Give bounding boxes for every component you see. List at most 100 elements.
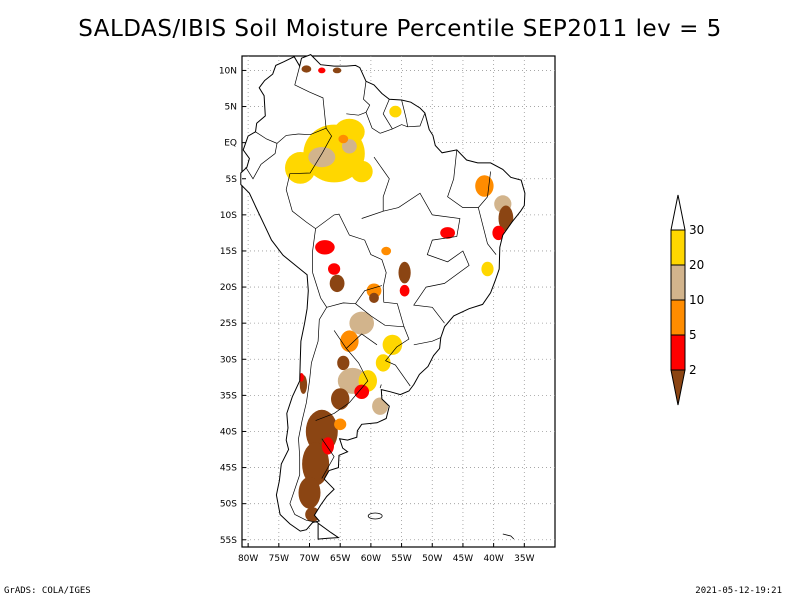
country-border [379, 384, 382, 389]
percentile-2-patch [369, 292, 379, 303]
colorbar-top-arrow [670, 194, 686, 231]
colorbar-bottom-arrow [670, 369, 686, 406]
percentile-patches [285, 65, 514, 522]
lon-tick-label: 75W [269, 554, 289, 564]
percentile-20-patch [349, 311, 375, 335]
country-border [413, 214, 470, 324]
lon-tick-label: 60W [361, 554, 381, 564]
lon-tick-label: 40W [483, 554, 503, 564]
lat-tick-label: 20S [220, 283, 237, 293]
percentile-5-patch [328, 263, 341, 275]
lat-tick-label: 5N [225, 103, 237, 113]
country-border [401, 99, 409, 127]
colorbar-label: 5 [689, 328, 697, 342]
colorbar-segment [670, 299, 686, 336]
plot-frame [241, 55, 556, 548]
percentile-5-patch [492, 225, 505, 241]
lat-tick-label: 35S [220, 391, 237, 401]
colorbar-segment [670, 229, 686, 266]
falkland-islands [367, 512, 383, 520]
country-border [312, 228, 316, 273]
country-border [346, 333, 378, 349]
percentile-30-patch [481, 261, 494, 277]
lat-tick-label: 40S [220, 427, 237, 437]
country-border [355, 303, 405, 328]
country-border [373, 156, 390, 212]
percentile-10-patch [475, 175, 494, 197]
lon-tick-label: 80W [238, 554, 258, 564]
country-border [276, 133, 299, 144]
percentile-2-patch [398, 261, 411, 284]
lon-tick-label: 45W [453, 554, 473, 564]
coastline [240, 54, 526, 540]
lon-tick-label: 70W [299, 554, 319, 564]
country-border [413, 337, 441, 346]
colorbar-segment [670, 264, 686, 301]
percentile-10-patch [381, 246, 392, 256]
lon-tick-label: 65W [330, 554, 350, 564]
country-border [477, 207, 497, 255]
percentile-30-patch [389, 105, 402, 118]
land-fill [240, 54, 525, 540]
percentile-30-patch [350, 160, 373, 183]
percentile-20-patch [372, 397, 389, 415]
lon-tick-label: 55W [391, 554, 411, 564]
plot-border [241, 55, 556, 548]
country-border [363, 81, 426, 134]
country-border [245, 131, 278, 180]
percentile-10-patch [338, 134, 349, 144]
country-border [382, 99, 393, 130]
south-georgia-island [502, 533, 515, 540]
lat-tick-label: 5S [226, 175, 238, 185]
percentile-2-patch [298, 476, 321, 509]
colorbar-label: 2 [689, 363, 697, 377]
country-border [447, 149, 491, 208]
country-border [361, 192, 433, 219]
percentile-20-patch [308, 147, 336, 168]
lat-tick-label: 55S [220, 536, 237, 546]
lat-tick-label: 50S [220, 500, 237, 510]
footer-credit: GrADS: COLA/IGES [4, 586, 91, 596]
percentile-10-patch [340, 330, 359, 353]
footer-timestamp: 2021-05-12-19:21 [695, 586, 782, 596]
percentile-2-patch [331, 388, 350, 410]
percentile-30-patch [285, 152, 316, 184]
lat-tick-label: 30S [220, 355, 237, 365]
lat-tick-label: 15S [220, 247, 237, 257]
colorbar-segment [670, 334, 686, 371]
percentile-5-patch [440, 227, 455, 239]
country-border [285, 127, 411, 387]
country-border [294, 66, 327, 129]
country-border [321, 438, 335, 479]
map-title: SALDAS/IBIS Soil Moisture Percentile SEP… [78, 16, 722, 42]
land-area [240, 54, 525, 540]
percentile-5-patch [321, 437, 334, 455]
percentile-2-patch [332, 67, 342, 74]
colorbar-label: 30 [689, 223, 704, 237]
percentile-5-patch [354, 384, 370, 399]
percentile-5-patch [399, 284, 410, 297]
lat-tick-label: 10N [219, 66, 237, 76]
colorbar-label: 20 [689, 258, 704, 272]
lat-tick-label: EQ [224, 139, 237, 149]
country-border [346, 111, 367, 116]
country-border [289, 272, 328, 523]
lon-tick-label: 35W [514, 554, 534, 564]
lat-tick-label: 10S [220, 211, 237, 221]
percentile-10-patch [334, 418, 347, 431]
lon-tick-label: 50W [422, 554, 442, 564]
percentile-2-patch [302, 442, 330, 486]
country-borders [240, 54, 526, 540]
percentile-2-patch [301, 65, 312, 73]
lat-tick-label: 25S [220, 319, 237, 329]
colorbar-label: 10 [689, 293, 704, 307]
percentile-2-patch [329, 274, 345, 293]
percentile-30-patch [382, 334, 403, 355]
percentile-2-patch [337, 355, 350, 371]
colorbar-legend: 30 20 10 5 2 [670, 194, 704, 406]
axis-ticks: 10N 5N EQ 5S 10S 15S 20S 25S 30S 35S 40S 45S 50S 55S8… [219, 66, 535, 564]
percentile-5-patch [318, 67, 326, 74]
lat-tick-label: 45S [220, 464, 237, 474]
percentile-5-patch [315, 240, 335, 255]
